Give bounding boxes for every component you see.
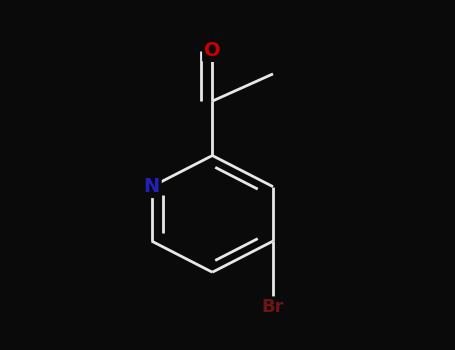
Text: O: O [204, 41, 221, 60]
Text: N: N [143, 177, 160, 196]
Text: Br: Br [262, 298, 284, 316]
